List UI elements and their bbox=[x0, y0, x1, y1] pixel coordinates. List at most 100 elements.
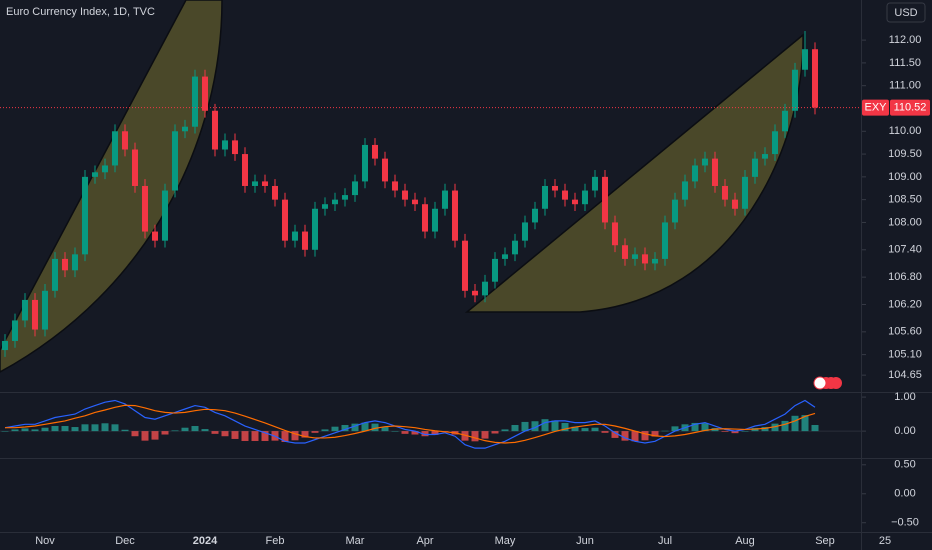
last-price-label: 110.52 bbox=[894, 101, 927, 113]
candle-body bbox=[272, 185, 278, 200]
x-tick-label: 2024 bbox=[193, 535, 218, 547]
currency-button[interactable] bbox=[886, 2, 926, 23]
histogram-bar bbox=[171, 430, 179, 432]
histogram-bar bbox=[181, 427, 189, 432]
candle-body bbox=[622, 245, 628, 259]
histogram-bar bbox=[521, 421, 529, 432]
histogram-bar bbox=[491, 431, 499, 434]
candle-body bbox=[812, 49, 818, 108]
candle-body bbox=[382, 158, 388, 182]
candle-body bbox=[312, 208, 318, 250]
x-tick-label: Sep bbox=[815, 535, 835, 547]
histogram-bar bbox=[321, 429, 329, 432]
candle-body bbox=[212, 110, 218, 150]
histogram-bar bbox=[431, 431, 439, 435]
histogram-bar bbox=[571, 426, 579, 432]
candle-body bbox=[702, 158, 708, 166]
candle-body bbox=[612, 222, 618, 246]
y-tick-label: 109.00 bbox=[888, 171, 922, 183]
histogram-bar bbox=[121, 429, 129, 432]
candle-body bbox=[72, 254, 78, 271]
y-tick-label: 1.00 bbox=[894, 391, 915, 403]
histogram-bar bbox=[651, 431, 659, 437]
candle-body bbox=[582, 190, 588, 205]
histogram-bar bbox=[241, 431, 249, 441]
candle-body bbox=[482, 281, 488, 296]
candle-body bbox=[42, 290, 48, 330]
x-tick-label: Aug bbox=[735, 535, 755, 547]
histogram-bar bbox=[661, 430, 669, 432]
histogram-bar bbox=[791, 415, 799, 432]
histogram-bar bbox=[551, 420, 559, 432]
histogram-bar bbox=[371, 423, 379, 432]
histogram-bar bbox=[111, 424, 119, 432]
histogram-bar bbox=[581, 428, 589, 432]
candle-body bbox=[182, 126, 188, 132]
histogram-bar bbox=[811, 424, 819, 432]
y-tick-label: 108.00 bbox=[888, 216, 922, 228]
candle-body bbox=[302, 231, 308, 250]
candle-body bbox=[672, 199, 678, 223]
candle-body bbox=[232, 140, 238, 155]
y-tick-label: 110.00 bbox=[889, 125, 922, 137]
histogram-bar bbox=[21, 428, 29, 432]
candle-body bbox=[282, 199, 288, 241]
candle-body bbox=[792, 69, 798, 111]
candle-body bbox=[52, 258, 58, 291]
histogram-bar bbox=[261, 431, 269, 441]
currency-label[interactable]: USD bbox=[894, 7, 917, 19]
histogram-bar bbox=[781, 420, 789, 432]
macd-line bbox=[4, 399, 816, 449]
candle-body bbox=[202, 76, 208, 111]
histogram-bar bbox=[291, 431, 299, 441]
histogram-bar bbox=[511, 424, 519, 432]
histogram-bar bbox=[301, 431, 309, 438]
candle-body bbox=[662, 222, 668, 259]
histogram-bar bbox=[421, 431, 429, 437]
candle-body bbox=[802, 49, 808, 70]
candle-body bbox=[22, 299, 28, 321]
candle-body bbox=[442, 190, 448, 209]
candle-body bbox=[432, 208, 438, 232]
histogram-bar bbox=[81, 424, 89, 432]
histogram-bar bbox=[361, 422, 369, 432]
histogram-bar bbox=[411, 431, 419, 435]
candle-body bbox=[492, 258, 498, 282]
histogram-bar bbox=[281, 431, 289, 443]
x-tick-label: Dec bbox=[115, 535, 135, 547]
histogram-bar bbox=[141, 431, 149, 441]
histogram-bar bbox=[721, 431, 729, 432]
y-tick-label: −0.50 bbox=[891, 517, 919, 529]
candle-body bbox=[412, 199, 418, 205]
candle-body bbox=[712, 158, 718, 186]
candle-body bbox=[682, 181, 688, 200]
histogram-bar bbox=[631, 431, 639, 442]
candle-body bbox=[782, 110, 788, 132]
x-tick-label: Nov bbox=[35, 535, 55, 547]
candle-body bbox=[562, 190, 568, 200]
symbol-label: EXY bbox=[864, 101, 887, 113]
candle-body bbox=[102, 165, 108, 173]
histogram-bar bbox=[401, 431, 409, 434]
candle-body bbox=[652, 258, 658, 264]
candle-body bbox=[252, 181, 258, 186]
histogram-bar bbox=[251, 431, 259, 441]
y-tick-label: 106.20 bbox=[888, 298, 922, 310]
candle-body bbox=[572, 199, 578, 205]
y-tick-label: 0.50 bbox=[894, 459, 915, 471]
candle-body bbox=[502, 254, 508, 259]
chart-title: Euro Currency Index, 1D, TVC bbox=[6, 6, 155, 18]
histogram-bar bbox=[461, 431, 469, 441]
y-tick-label: 109.50 bbox=[888, 148, 922, 160]
histogram-bar bbox=[211, 431, 219, 434]
histogram-bar bbox=[331, 426, 339, 432]
candle-body bbox=[192, 76, 198, 127]
candle-body bbox=[392, 181, 398, 191]
candle-body bbox=[692, 165, 698, 182]
candle-body bbox=[32, 299, 38, 330]
histogram-bar bbox=[701, 423, 709, 432]
histogram-bar bbox=[201, 429, 209, 432]
candle-body bbox=[262, 181, 268, 186]
x-tick-label: Mar bbox=[346, 535, 365, 547]
